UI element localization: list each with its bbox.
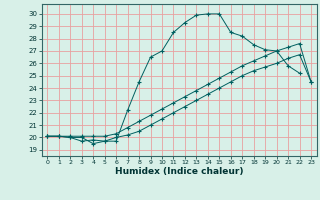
X-axis label: Humidex (Indice chaleur): Humidex (Indice chaleur) xyxy=(115,167,244,176)
